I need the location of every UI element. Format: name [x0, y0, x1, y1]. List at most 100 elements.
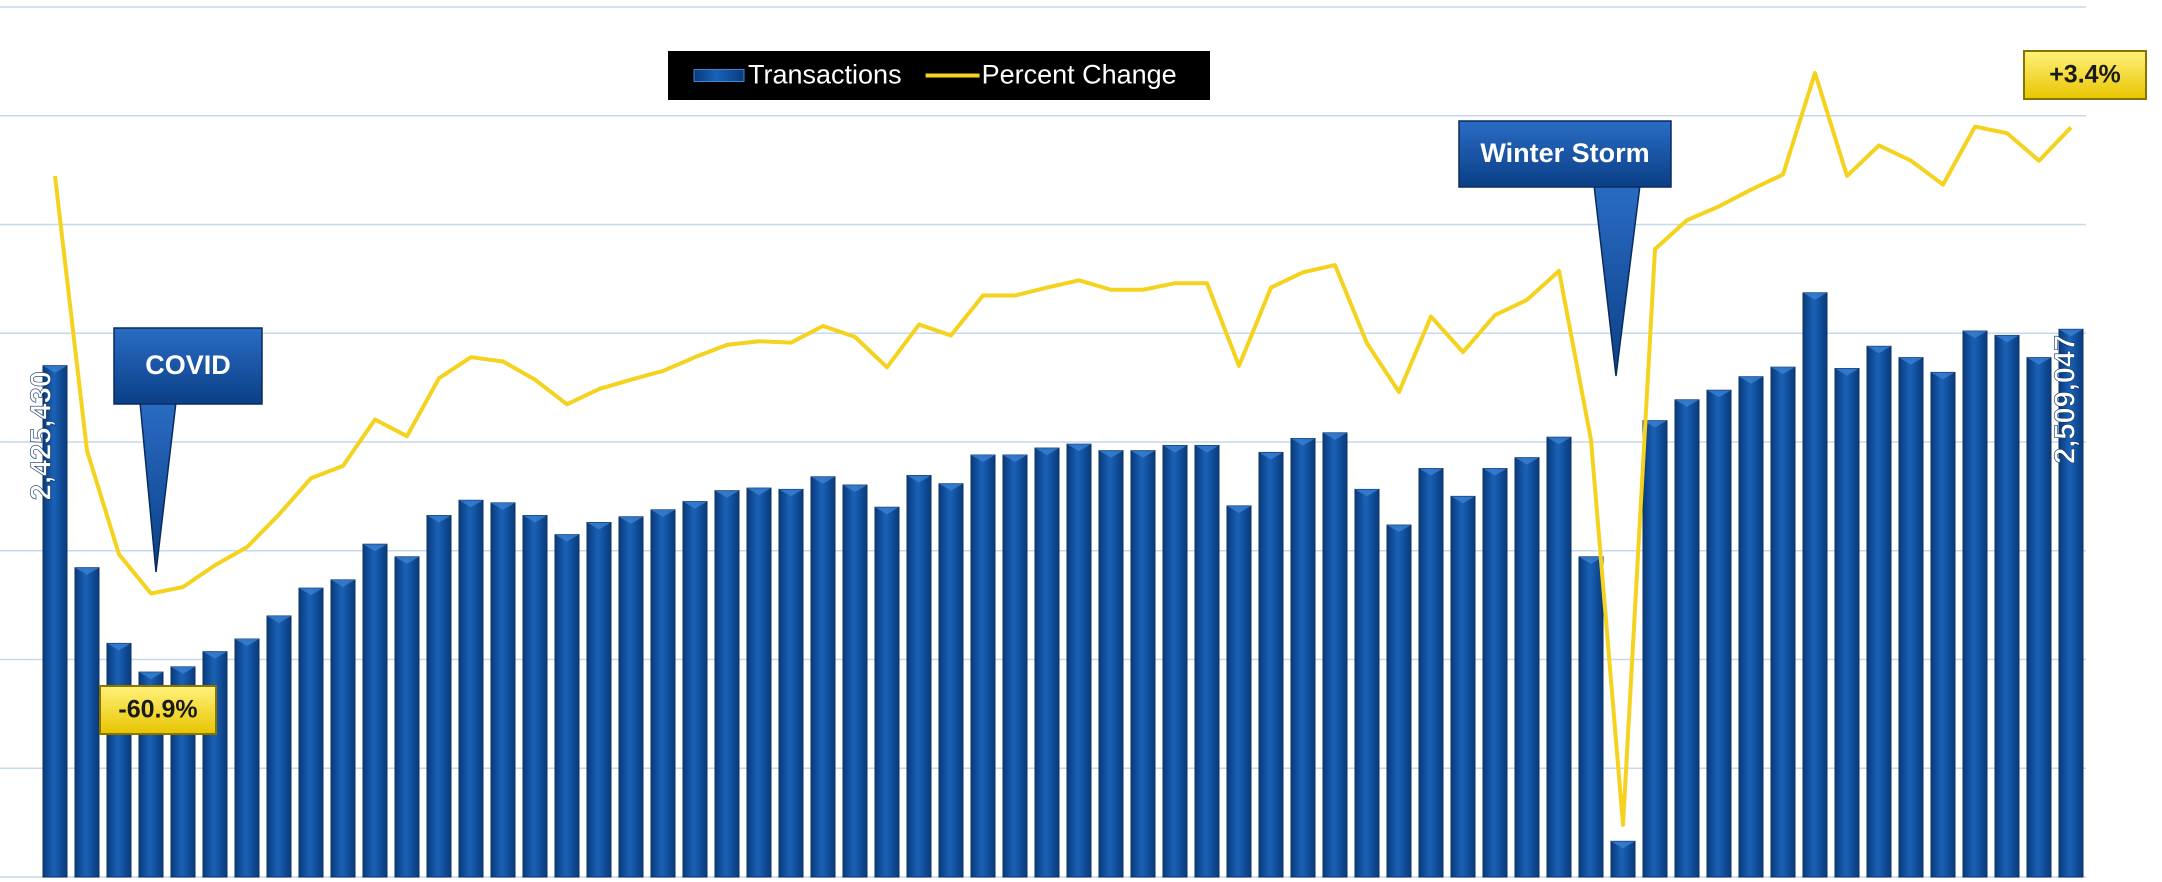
bar [1418, 468, 1444, 878]
bar-bevel [1579, 556, 1603, 564]
bar [906, 474, 932, 878]
bar [1322, 432, 1348, 878]
bar [362, 543, 388, 878]
bar-bevel [555, 534, 579, 542]
bar [1482, 468, 1508, 878]
bar-bevel [1675, 399, 1699, 407]
bar [1706, 389, 1732, 878]
bar [394, 556, 420, 878]
bar-bevel [75, 567, 99, 575]
bar-bevel [1899, 357, 1923, 365]
bar-bevel [939, 483, 963, 491]
bar [74, 567, 100, 878]
bar [1354, 488, 1380, 878]
bar-bevel [427, 515, 451, 523]
bar-bevel [715, 490, 739, 498]
bar [234, 638, 260, 878]
bar [1226, 505, 1252, 878]
bar [1162, 444, 1188, 878]
bar-bevel [1323, 432, 1347, 440]
bar [938, 483, 964, 878]
bar [842, 484, 868, 878]
bar [874, 506, 900, 878]
bar-bevel [811, 476, 835, 484]
bar-bevel [299, 588, 323, 596]
bar [1386, 524, 1412, 878]
bar-value-label: 2,509,047 [2050, 335, 2082, 464]
bar [1098, 450, 1124, 878]
bar [714, 490, 740, 878]
bar-bevel [1387, 525, 1411, 533]
bar [1578, 556, 1604, 878]
bar-bevel [587, 522, 611, 530]
bar [458, 499, 484, 878]
bar-bevel [491, 502, 515, 510]
callout-box [1458, 120, 1672, 188]
bar-bevel [1035, 448, 1059, 456]
bar-bevel [171, 666, 195, 674]
bar [650, 509, 676, 878]
bar [2026, 357, 2052, 878]
bar-bevel [267, 616, 291, 623]
bar-bevel [459, 500, 483, 508]
callout-pointer [139, 401, 177, 573]
bar [1194, 444, 1220, 878]
bar [106, 642, 132, 878]
bar-bevel [1771, 367, 1795, 375]
bar-bevel [2027, 357, 2051, 365]
bar-bevel [1131, 450, 1155, 458]
bar-bevel [1355, 489, 1379, 497]
bar-bevel [395, 556, 419, 564]
line-value-label: +3.4% [2049, 61, 2121, 89]
bar-bevel [107, 643, 131, 651]
bar [810, 476, 836, 878]
bar-bevel [1099, 450, 1123, 458]
bar-bevel [1611, 841, 1635, 849]
bar-bevel [1515, 457, 1539, 465]
bar [1898, 357, 1924, 878]
bar-bevel [1227, 505, 1251, 513]
bar-bevel [843, 485, 867, 493]
bar [426, 515, 452, 878]
bar-bevel [971, 455, 995, 463]
bar-bevel [523, 515, 547, 523]
bar-bevel [1067, 444, 1091, 452]
bar [1514, 457, 1540, 878]
bar-bevel [203, 651, 227, 659]
bar-bevel [1547, 437, 1571, 445]
bar-bevel [2059, 329, 2083, 337]
bar-bevel [1195, 445, 1219, 453]
bar-bevel [43, 365, 67, 373]
bar [554, 534, 580, 878]
bar-bevel [747, 488, 771, 496]
bar-bevel [1931, 372, 1955, 380]
bar [1866, 345, 1892, 878]
bar [298, 587, 324, 878]
bar [1994, 334, 2020, 878]
bar-bevel [779, 489, 803, 497]
bar [1802, 292, 1828, 878]
bar [1450, 495, 1476, 878]
bar [1066, 443, 1092, 878]
bar-bevel [235, 639, 259, 647]
bar [330, 579, 356, 878]
bar [1642, 420, 1668, 878]
bar-bevel [619, 516, 643, 524]
value-label-box [2023, 50, 2147, 100]
bar-bevel [1003, 455, 1027, 463]
bar [2058, 328, 2084, 878]
bar [1930, 371, 1956, 878]
bar [1546, 436, 1572, 878]
bar [266, 615, 292, 878]
bar-bevel [1643, 420, 1667, 428]
bar-bevel [1451, 496, 1475, 504]
value-label-box [99, 685, 217, 735]
bar [586, 521, 612, 878]
bar [490, 502, 516, 878]
bar [746, 487, 772, 878]
line [53, 70, 2073, 827]
bar-bevel [875, 507, 899, 515]
bar [1834, 367, 1860, 878]
bar-bevel [1803, 292, 1827, 300]
